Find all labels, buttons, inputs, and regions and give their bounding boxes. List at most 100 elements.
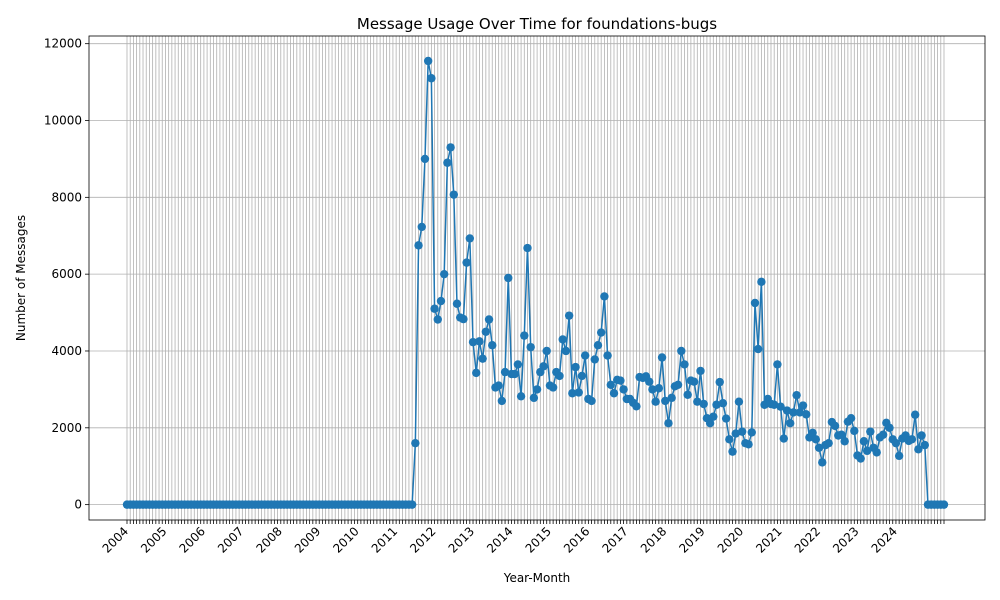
data-point	[693, 397, 702, 406]
data-point	[776, 402, 785, 411]
data-point	[446, 143, 455, 152]
data-point	[430, 304, 439, 313]
data-point	[468, 337, 478, 347]
data-point	[680, 360, 689, 369]
data-point	[721, 414, 731, 423]
data-point	[542, 346, 551, 356]
data-point	[699, 399, 708, 409]
data-point	[555, 371, 564, 381]
data-point	[564, 311, 574, 320]
data-point	[654, 384, 664, 393]
data-point	[795, 408, 805, 417]
data-point	[939, 500, 949, 509]
data-point	[526, 342, 535, 352]
data-point	[532, 385, 542, 394]
data-point	[862, 446, 872, 456]
data-point	[593, 341, 603, 350]
data-point	[705, 419, 715, 428]
data-point	[609, 389, 619, 398]
data-point	[715, 377, 724, 387]
data-point	[596, 328, 606, 337]
data-point	[814, 443, 824, 452]
data-point	[558, 335, 567, 344]
data-point	[689, 377, 699, 386]
data-point	[500, 367, 510, 377]
data-point	[411, 438, 420, 448]
data-point	[651, 397, 660, 406]
data-point	[914, 445, 923, 454]
data-point	[414, 241, 423, 250]
data-point	[465, 234, 475, 243]
data-point	[420, 154, 430, 164]
data-point	[459, 314, 468, 324]
data-point	[789, 408, 798, 417]
y-tick-label: 2000	[51, 421, 82, 435]
data-point	[782, 406, 792, 415]
data-point	[520, 331, 529, 340]
data-point	[462, 258, 471, 267]
data-point	[673, 380, 683, 389]
data-point	[894, 451, 904, 461]
y-tick-label: 0	[74, 498, 82, 512]
y-tick-label: 10000	[44, 114, 82, 128]
data-point	[590, 355, 599, 364]
data-point	[539, 362, 548, 371]
data-point	[645, 377, 654, 386]
data-point	[769, 400, 779, 409]
data-point	[587, 396, 596, 406]
data-point	[677, 346, 686, 356]
data-point	[600, 292, 609, 301]
data-point	[840, 437, 849, 446]
data-point	[779, 434, 788, 443]
data-point	[580, 351, 590, 360]
data-point	[808, 428, 817, 437]
data-point	[709, 412, 718, 421]
data-point	[744, 440, 753, 449]
data-point	[603, 351, 612, 360]
data-point	[529, 393, 539, 403]
data-point	[616, 376, 625, 385]
grid	[89, 36, 985, 520]
data-point	[488, 341, 497, 350]
data-point	[449, 190, 458, 199]
data-point	[619, 385, 628, 394]
data-point	[452, 299, 462, 308]
data-point	[859, 437, 869, 446]
data-point	[872, 448, 881, 457]
data-point	[574, 388, 583, 397]
data-point	[891, 438, 901, 448]
data-point	[439, 269, 449, 279]
data-point	[792, 390, 801, 400]
data-point	[917, 431, 926, 440]
data-point	[910, 410, 920, 419]
y-axis-label: Number of Messages	[14, 215, 28, 341]
data-point	[568, 389, 577, 398]
data-point	[712, 400, 721, 409]
y-tick-label: 8000	[51, 190, 82, 204]
data-point	[837, 430, 846, 439]
data-point	[648, 385, 657, 394]
data-point	[478, 354, 487, 363]
data-point	[561, 346, 571, 356]
data-point	[747, 428, 756, 437]
data-point	[417, 222, 426, 232]
chart-title: Message Usage Over Time for foundations-…	[357, 15, 717, 33]
data-point	[516, 392, 526, 401]
data-point	[830, 421, 840, 431]
data-point	[811, 435, 821, 444]
data-point	[667, 393, 676, 403]
data-point	[571, 362, 580, 372]
data-point	[757, 277, 766, 287]
data-point	[427, 74, 436, 83]
data-point	[475, 337, 484, 346]
data-point	[731, 429, 740, 438]
data-point	[548, 383, 558, 392]
data-point	[472, 368, 481, 378]
data-point	[737, 427, 747, 436]
data-point	[750, 298, 760, 308]
data-point	[786, 419, 795, 428]
data-point	[513, 360, 523, 369]
x-axis-label: Year-Month	[503, 571, 571, 585]
